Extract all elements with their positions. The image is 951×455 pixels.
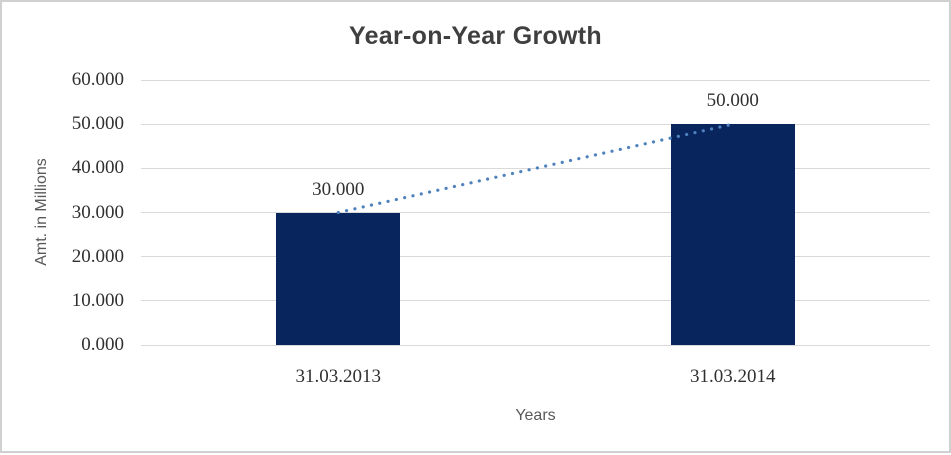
- bar: [670, 124, 795, 345]
- y-axis-tick-label: 20.000: [71, 245, 124, 267]
- gridline: [141, 212, 930, 213]
- y-axis-tick-label: 0.000: [81, 334, 124, 355]
- y-axis-tick-label: 30.000: [71, 201, 124, 223]
- gridline: [141, 256, 930, 258]
- gridline: [141, 300, 930, 302]
- gridline: [141, 344, 930, 346]
- y-axis-tick-label: 10.000: [71, 289, 124, 311]
- bar: [276, 212, 401, 345]
- gridline: [141, 79, 930, 81]
- y-axis-tick-label: 40.000: [71, 157, 124, 179]
- data-label: 30.000: [312, 178, 365, 200]
- y-axis-tick-label: 50.000: [71, 113, 124, 135]
- x-axis-tick-label: 31.03.2013: [295, 366, 382, 387]
- data-label: 50.000: [706, 90, 759, 112]
- y-axis-tick-label: 60.000: [71, 69, 124, 90]
- chart-title: Year-on-Year Growth: [349, 22, 602, 50]
- x-axis-tick-label: 31.03.2014: [690, 366, 776, 387]
- gridline: [141, 167, 930, 169]
- x-axis-title: Years: [515, 407, 556, 424]
- gridline: [141, 123, 930, 125]
